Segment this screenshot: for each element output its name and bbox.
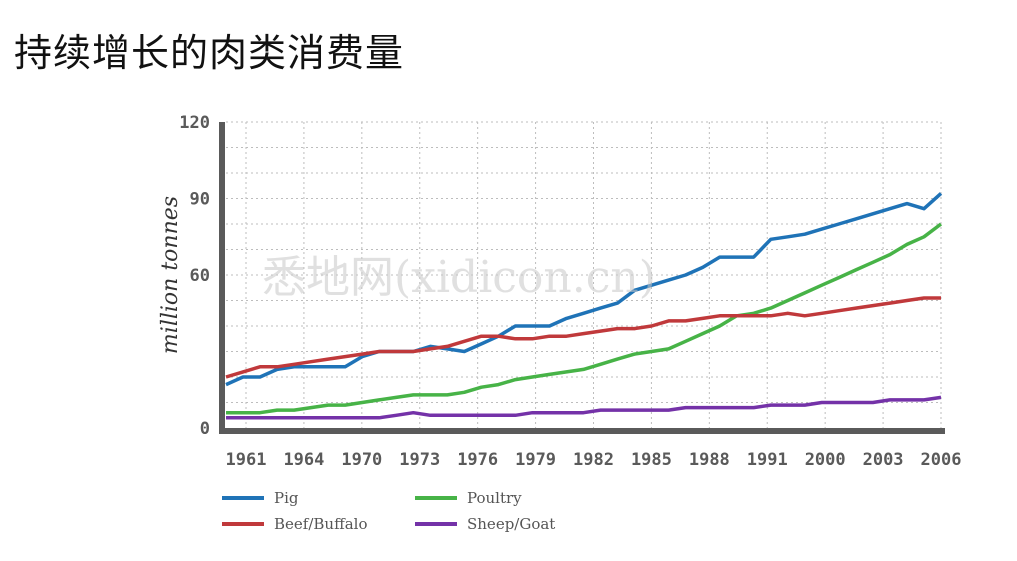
legend-label: Beef/Buffalo [274, 515, 368, 533]
legend-label: Poultry [467, 489, 522, 507]
x-tick-label: 1982 [573, 450, 614, 470]
x-tick-label: 1964 [283, 450, 324, 470]
legend-label: Pig [274, 489, 299, 507]
x-tick-label: 1979 [515, 450, 556, 470]
legend-label: Sheep/Goat [467, 515, 555, 533]
x-tick-label: 2003 [863, 450, 904, 470]
y-tick-label: 120 [179, 113, 210, 133]
y-tick-label: 90 [190, 190, 210, 210]
x-tick-label: 2000 [805, 450, 846, 470]
x-tick-label: 1976 [457, 450, 498, 470]
x-tick-label: 1985 [631, 450, 672, 470]
y-axis-label: million tonnes [158, 196, 183, 354]
y-tick-label: 60 [190, 266, 210, 286]
series-line [226, 397, 941, 417]
x-tick-label: 1973 [399, 450, 440, 470]
x-tick-label: 1961 [226, 450, 267, 470]
x-tick-label: 1988 [689, 450, 730, 470]
x-tick-label: 1970 [341, 450, 382, 470]
y-tick-label: 0 [200, 419, 210, 439]
x-tick-label: 2006 [921, 450, 962, 470]
x-tick-label: 1991 [747, 450, 788, 470]
watermark-text: 悉地网(xidicon.cn) [262, 252, 656, 303]
